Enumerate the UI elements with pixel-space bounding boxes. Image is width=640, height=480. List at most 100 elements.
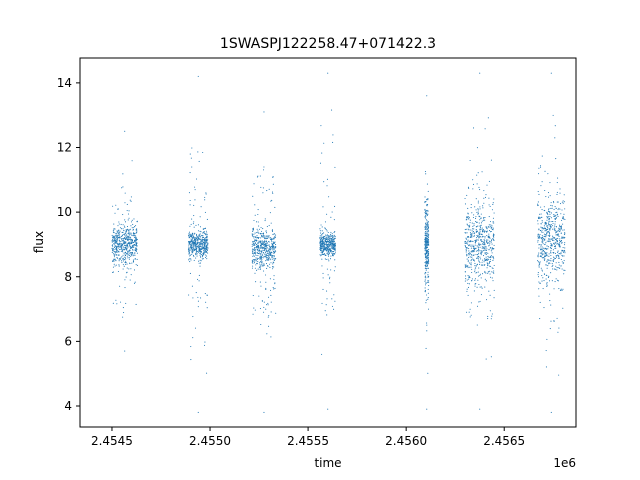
data-point bbox=[265, 248, 267, 251]
data-point bbox=[272, 263, 274, 265]
data-point bbox=[333, 232, 335, 234]
data-point bbox=[490, 250, 492, 252]
data-point bbox=[464, 245, 467, 248]
data-point bbox=[562, 202, 564, 204]
data-point bbox=[124, 287, 126, 289]
data-point bbox=[324, 227, 326, 229]
data-point bbox=[136, 220, 138, 222]
data-point bbox=[204, 199, 206, 201]
data-point bbox=[484, 246, 486, 248]
data-point bbox=[555, 265, 557, 267]
data-point bbox=[265, 281, 267, 283]
data-point bbox=[330, 233, 332, 235]
data-point bbox=[493, 270, 495, 272]
data-point bbox=[188, 243, 190, 245]
data-point bbox=[334, 300, 336, 302]
data-point bbox=[487, 235, 489, 237]
data-point bbox=[470, 262, 472, 264]
data-point bbox=[136, 230, 138, 232]
data-point bbox=[273, 242, 275, 244]
data-point bbox=[471, 278, 473, 280]
data-point bbox=[468, 256, 470, 259]
data-point bbox=[538, 236, 540, 238]
data-point bbox=[552, 249, 554, 251]
data-point bbox=[553, 229, 555, 231]
data-point bbox=[478, 259, 480, 261]
data-point bbox=[484, 286, 486, 288]
data-point bbox=[120, 228, 123, 230]
data-point bbox=[549, 221, 551, 223]
data-point bbox=[425, 237, 427, 239]
data-point bbox=[254, 267, 256, 269]
data-point bbox=[544, 223, 546, 225]
data-point bbox=[322, 244, 324, 246]
data-point bbox=[465, 275, 467, 277]
data-point bbox=[563, 269, 565, 271]
data-point bbox=[548, 233, 551, 235]
data-point bbox=[465, 248, 467, 250]
data-point bbox=[541, 181, 543, 183]
data-point bbox=[257, 245, 260, 247]
data-point bbox=[118, 221, 120, 223]
data-point bbox=[252, 227, 254, 229]
data-point bbox=[464, 271, 466, 273]
data-point bbox=[484, 270, 486, 272]
data-point bbox=[132, 248, 134, 251]
data-point bbox=[201, 258, 203, 260]
data-point bbox=[475, 226, 477, 228]
data-point bbox=[474, 279, 476, 281]
data-point bbox=[477, 254, 479, 256]
data-point bbox=[539, 229, 541, 232]
data-point bbox=[491, 277, 493, 279]
data-point bbox=[115, 245, 117, 247]
data-point bbox=[134, 226, 136, 228]
data-point bbox=[489, 276, 492, 278]
data-point bbox=[322, 206, 324, 208]
data-point bbox=[196, 245, 198, 248]
data-point bbox=[560, 228, 562, 230]
data-point bbox=[537, 233, 539, 235]
data-point bbox=[252, 294, 254, 297]
data-point bbox=[541, 250, 543, 252]
data-point bbox=[537, 220, 539, 222]
data-point bbox=[479, 233, 481, 235]
data-point bbox=[131, 219, 133, 221]
data-point bbox=[424, 234, 426, 236]
data-point bbox=[115, 264, 117, 266]
data-point bbox=[428, 235, 430, 237]
data-point bbox=[189, 236, 191, 238]
data-point bbox=[326, 230, 328, 232]
data-point bbox=[327, 243, 329, 245]
data-point bbox=[490, 356, 492, 358]
data-point bbox=[323, 253, 325, 256]
data-point bbox=[485, 249, 487, 252]
data-point bbox=[427, 236, 429, 238]
data-point bbox=[136, 248, 138, 250]
data-point bbox=[467, 212, 469, 214]
data-point bbox=[328, 249, 330, 251]
data-point bbox=[269, 263, 271, 265]
data-point bbox=[424, 227, 426, 229]
data-point bbox=[195, 238, 197, 240]
data-point bbox=[486, 230, 489, 232]
data-point bbox=[474, 244, 476, 246]
data-point bbox=[332, 141, 334, 144]
data-point bbox=[334, 266, 336, 268]
data-point bbox=[265, 251, 267, 253]
data-point bbox=[473, 233, 475, 235]
data-point bbox=[557, 237, 559, 239]
data-point bbox=[471, 255, 473, 257]
data-point bbox=[425, 258, 427, 260]
data-point bbox=[557, 213, 559, 215]
data-point bbox=[484, 242, 486, 244]
data-point bbox=[427, 246, 429, 248]
data-point bbox=[253, 183, 255, 185]
data-point bbox=[557, 257, 559, 259]
data-point bbox=[258, 248, 260, 250]
data-point bbox=[133, 227, 135, 229]
data-point bbox=[262, 261, 264, 263]
data-point bbox=[537, 260, 539, 262]
data-point bbox=[199, 265, 201, 267]
data-point bbox=[475, 216, 477, 218]
data-point bbox=[205, 244, 207, 246]
